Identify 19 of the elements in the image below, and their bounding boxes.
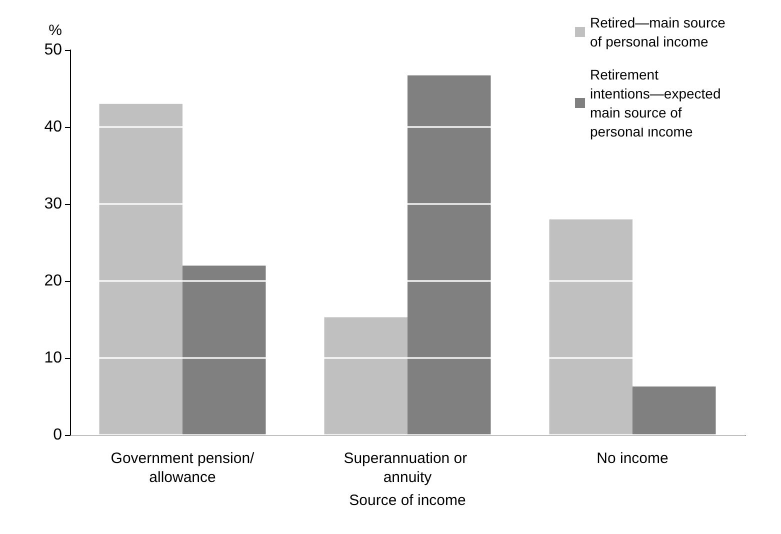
bar [324,317,408,435]
bar [549,219,632,435]
legend-label: Retired—main source of personal income [590,14,730,50]
bar [182,266,266,435]
y-tick-label: 0 [53,426,62,444]
bar [408,75,491,435]
x-tick-label: Superannuation or annuity [344,450,472,486]
bar [99,104,182,435]
x-tick-label: Government pension/allowance [110,450,256,486]
y-tick-label: 30 [44,196,62,212]
y-tick-label: 40 [44,118,62,136]
y-tick-label: 50 [44,42,62,58]
y-tick-label: 10 [44,350,62,366]
y-axis-title: % [48,22,62,39]
x-tick-label: No income [596,450,668,467]
y-tick-label: 20 [44,272,62,290]
legend-label: Retirement intentions—expected main source of personal income [590,66,725,140]
bar [632,386,716,435]
x-axis-title: Source of income [349,492,466,509]
